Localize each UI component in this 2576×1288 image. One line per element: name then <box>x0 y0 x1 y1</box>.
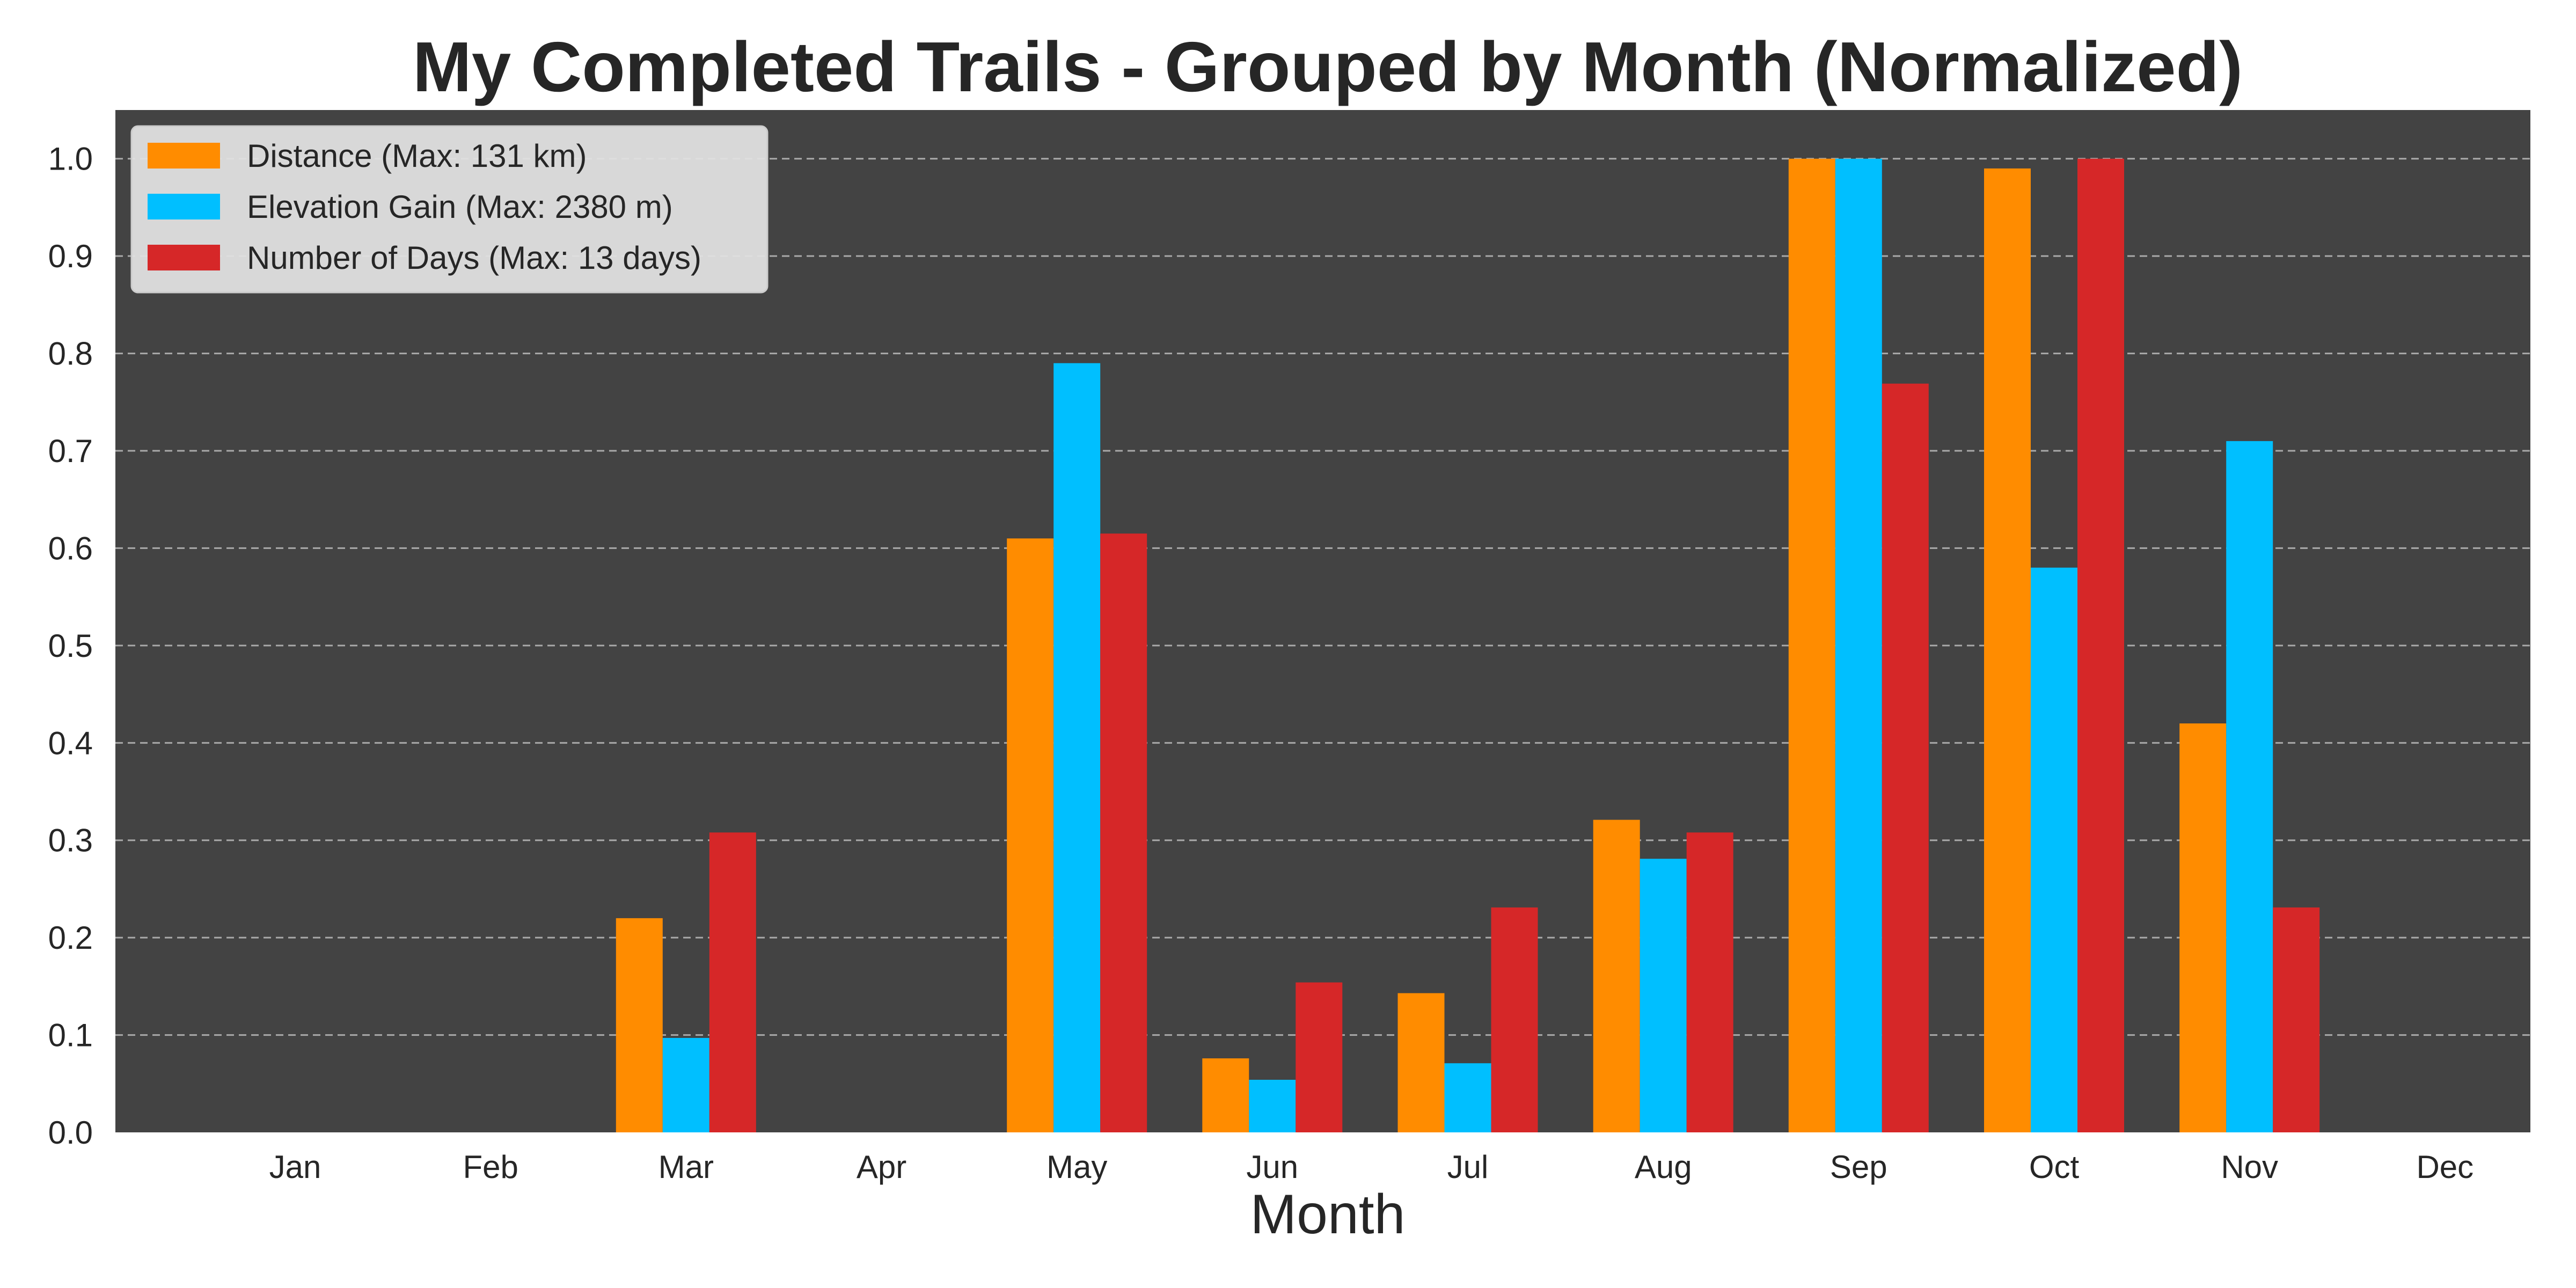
bar-sep-series-0 <box>1788 158 1835 1133</box>
x-tick-label: Oct <box>2029 1149 2080 1185</box>
y-tick-label: 0.5 <box>48 628 93 664</box>
x-tick-label: Jul <box>1447 1149 1489 1185</box>
x-tick-label: Apr <box>857 1149 906 1185</box>
bar-jul-series-0 <box>1397 993 1445 1132</box>
x-axis-label: Month <box>1250 1183 1405 1246</box>
bar-nov-series-0 <box>2179 723 2227 1132</box>
bar-jun-series-0 <box>1202 1058 1249 1132</box>
bar-may-series-2 <box>1100 533 1147 1133</box>
y-tick-label: 0.9 <box>48 238 93 274</box>
y-tick-label: 0.0 <box>48 1115 93 1151</box>
x-axis-ticks: Jan Feb Mar Apr May Jun Jul Aug Sep Oct Nov Dec <box>269 1149 2474 1185</box>
y-tick-label: 1.0 <box>48 141 93 177</box>
legend-swatch <box>148 245 220 270</box>
x-tick-label: Feb <box>463 1149 518 1185</box>
bar-jun-series-2 <box>1296 982 1343 1132</box>
bar-mar-series-0 <box>616 918 663 1132</box>
x-tick-label: Nov <box>2221 1149 2278 1185</box>
bar-aug-series-1 <box>1640 859 1687 1132</box>
bar-sep-series-2 <box>1882 383 1929 1132</box>
bar-sep-series-1 <box>1835 158 1882 1133</box>
bar-mar-series-1 <box>662 1038 709 1132</box>
legend: Distance (Max: 131 km) Elevation Gain (Ma… <box>130 125 769 294</box>
y-axis-ticks: 0.0 0.1 0.2 0.3 0.4 0.5 0.6 0.7 0.8 0.9 1.0 <box>48 141 93 1151</box>
bar-oct-series-2 <box>2077 158 2124 1133</box>
legend-label: Elevation Gain (Max: 2380 m) <box>247 189 673 225</box>
x-tick-label: Dec <box>2416 1149 2473 1185</box>
x-tick-label: Jun <box>1246 1149 1298 1185</box>
y-tick-label: 0.6 <box>48 530 93 566</box>
bars <box>616 158 2320 1133</box>
y-tick-label: 0.8 <box>48 336 93 372</box>
x-tick-label: Sep <box>1830 1149 1887 1185</box>
legend-swatch <box>148 194 220 219</box>
y-tick-label: 0.4 <box>48 725 93 761</box>
legend-label: Number of Days (Max: 13 days) <box>247 240 701 276</box>
chart-title: My Completed Trails - Grouped by Month (… <box>413 27 2243 106</box>
bar-jun-series-1 <box>1249 1080 1296 1132</box>
bar-aug-series-2 <box>1686 832 1733 1132</box>
y-tick-label: 0.2 <box>48 920 93 956</box>
bar-nov-series-1 <box>2226 441 2273 1132</box>
bar-nov-series-2 <box>2273 907 2320 1132</box>
y-tick-label: 0.1 <box>48 1018 93 1053</box>
bar-aug-series-0 <box>1593 819 1640 1132</box>
x-tick-label: Jan <box>269 1149 321 1185</box>
legend-box <box>130 125 769 294</box>
grid-lines <box>115 158 2530 1036</box>
x-tick-label: May <box>1046 1149 1107 1185</box>
x-tick-label: Aug <box>1635 1149 1692 1185</box>
legend-label: Distance (Max: 131 km) <box>247 138 587 174</box>
y-tick-label: 0.7 <box>48 433 93 469</box>
bar-oct-series-1 <box>2031 567 2077 1132</box>
bar-jul-series-1 <box>1444 1063 1491 1132</box>
bar-jul-series-2 <box>1491 907 1538 1132</box>
bar-may-series-0 <box>1007 538 1054 1132</box>
y-tick-label: 0.3 <box>48 823 93 859</box>
bar-oct-series-0 <box>1984 168 2031 1132</box>
bar-may-series-1 <box>1053 363 1101 1133</box>
x-tick-label: Mar <box>658 1149 714 1185</box>
legend-swatch <box>148 143 220 169</box>
bar-mar-series-2 <box>709 832 756 1132</box>
